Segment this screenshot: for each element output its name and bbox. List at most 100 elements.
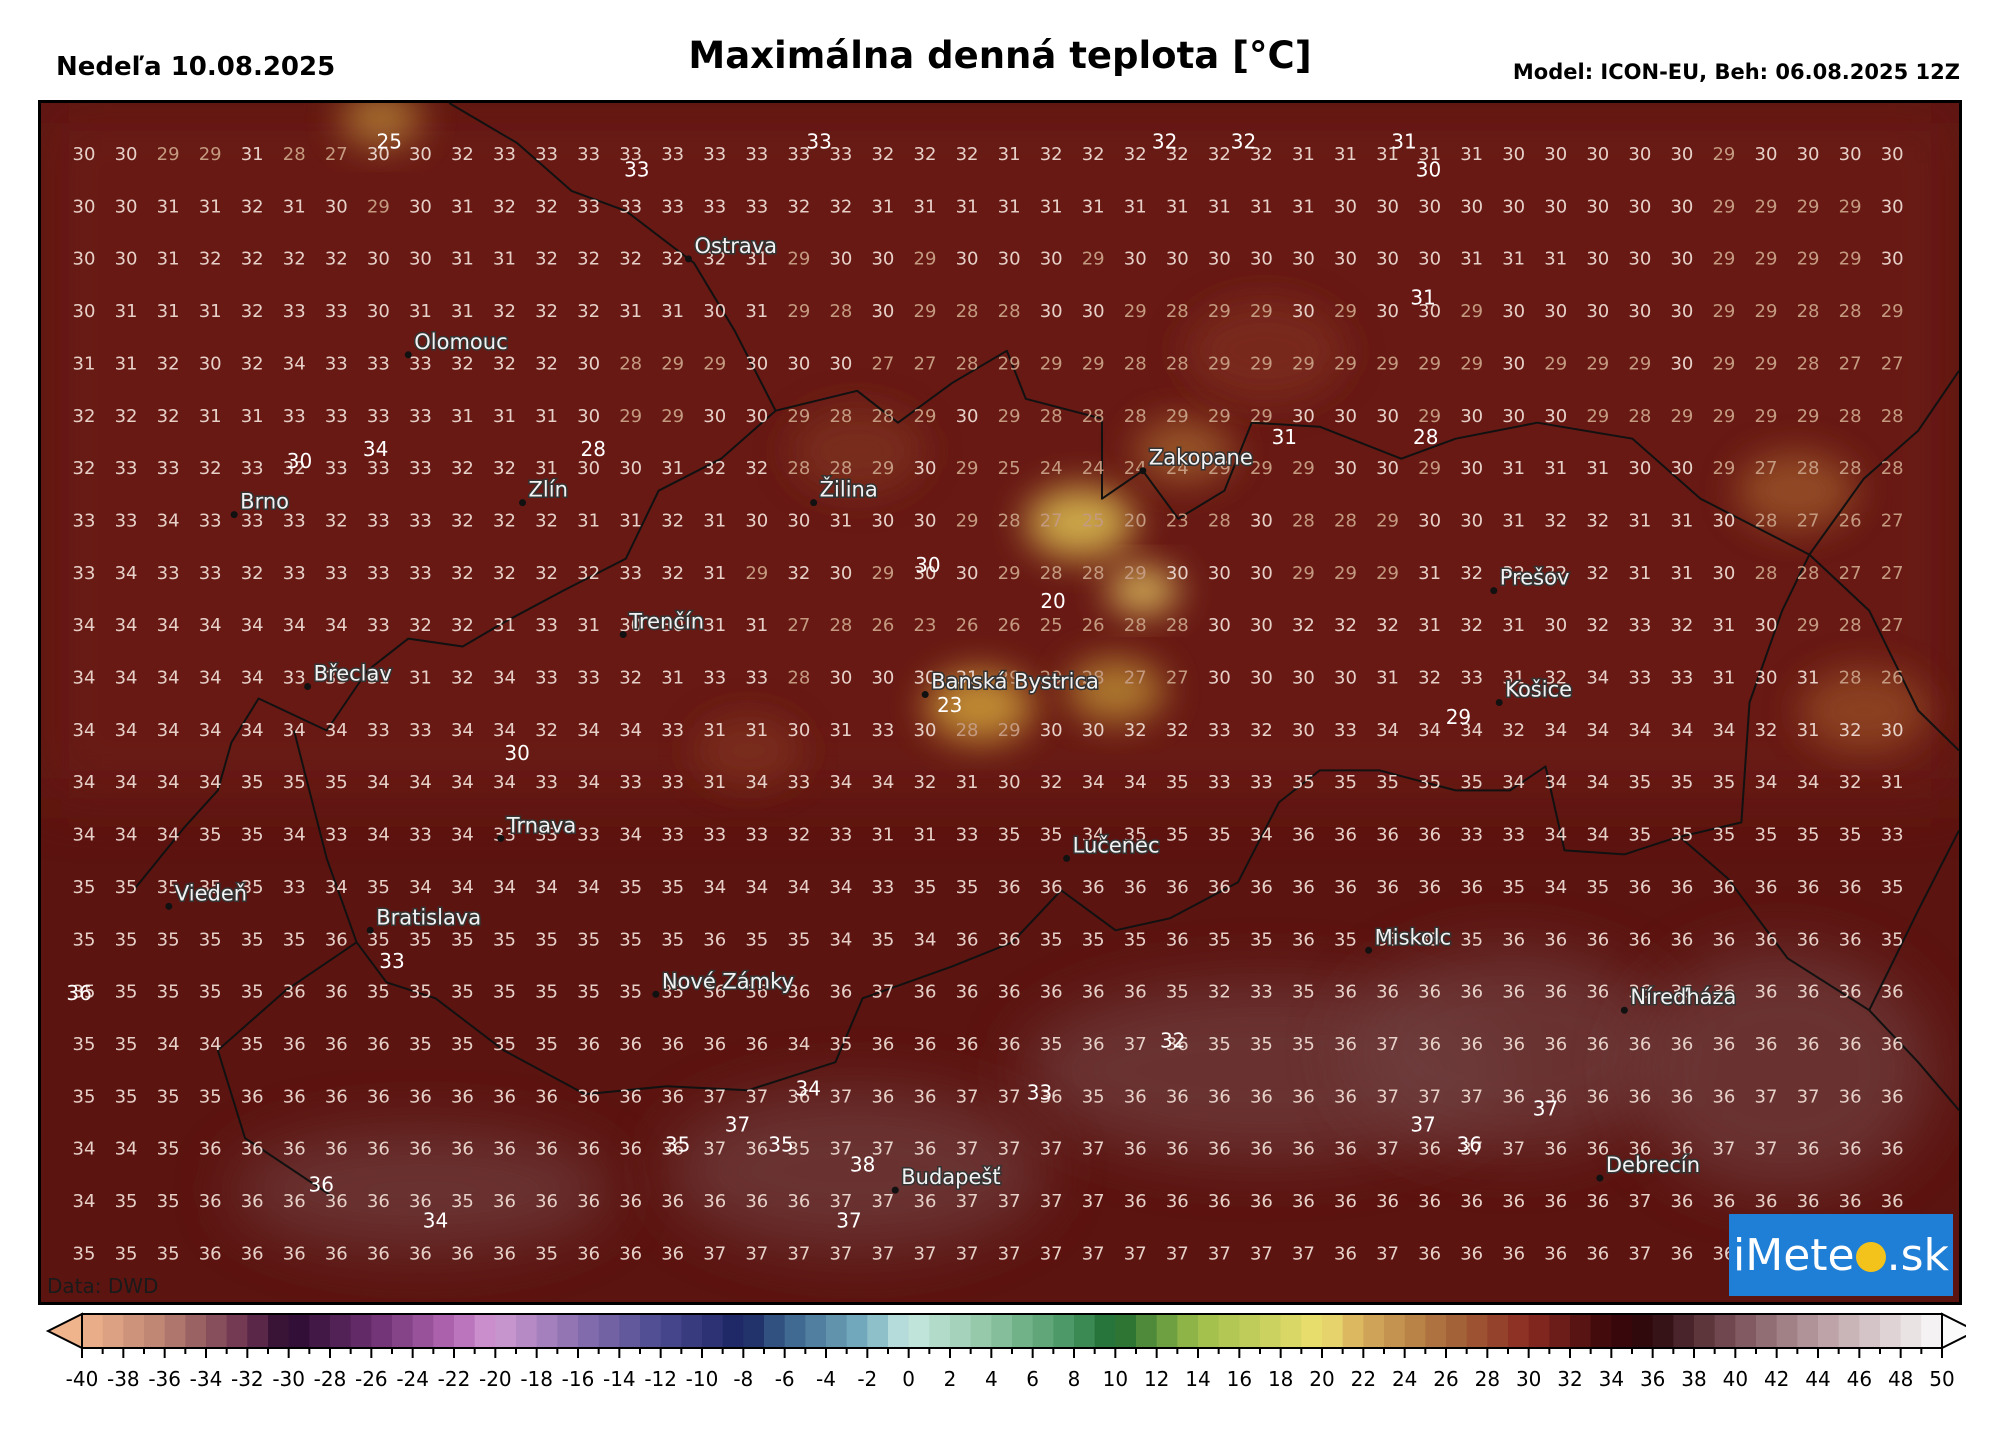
grid-temperature-value: 33	[535, 668, 558, 689]
colorbar-tick-label: 16	[1227, 1367, 1252, 1391]
city-marker[interactable]: Zlín	[519, 476, 569, 507]
grid-temperature-value: 30	[1376, 301, 1399, 322]
grid-temperature-value: 32	[451, 353, 474, 374]
city-marker[interactable]: Nové Zámky	[652, 968, 795, 998]
grid-temperature-value: 32	[1250, 144, 1273, 165]
colorbar-segment	[991, 1314, 1013, 1348]
grid-temperature-value: 36	[1040, 877, 1063, 898]
grid-temperature-value: 36	[1124, 877, 1147, 898]
colorbar-segment	[1115, 1314, 1137, 1348]
model-info: Model: ICON-EU, Beh: 06.08.2025 12Z	[1512, 60, 1960, 84]
grid-temperature-value: 36	[1670, 1243, 1693, 1264]
extreme-temperature-label: 37	[725, 1113, 750, 1137]
grid-temperature-value: 34	[619, 720, 642, 741]
colorbar-segment	[1611, 1314, 1633, 1348]
extreme-temperature-label: 31	[1391, 129, 1416, 153]
grid-temperature-value: 33	[871, 720, 894, 741]
grid-temperature-value: 32	[451, 144, 474, 165]
colorbar-segment	[846, 1314, 868, 1348]
city-marker[interactable]: Trnava	[497, 812, 578, 842]
grid-temperature-value: 35	[535, 929, 558, 950]
grid-temperature-value: 32	[73, 458, 96, 479]
city-marker[interactable]: Viedeň	[165, 880, 249, 910]
grid-temperature-value: 35	[1881, 929, 1904, 950]
grid-temperature-value: 37	[998, 1243, 1021, 1264]
grid-temperature-value: 29	[787, 249, 810, 270]
city-marker[interactable]: Olomouc	[404, 328, 509, 359]
grid-temperature-value: 36	[1670, 982, 1693, 1003]
colorbar-tick-label: 6	[1026, 1367, 1039, 1391]
grid-temperature-value: 34	[1544, 825, 1567, 846]
grid-temperature-value: 33	[745, 668, 768, 689]
grid-temperature-value: 36	[1250, 1086, 1273, 1107]
grid-temperature-value: 36	[914, 1034, 937, 1055]
grid-temperature-value: 30	[1250, 249, 1273, 270]
grid-temperature-value: 36	[1334, 825, 1357, 846]
city-marker[interactable]: Lučenec	[1063, 832, 1161, 862]
grid-temperature-value: 29	[1376, 353, 1399, 374]
city-marker[interactable]: Zakopane	[1139, 444, 1254, 475]
grid-temperature-value: 36	[1586, 1086, 1609, 1107]
grid-temperature-value: 33	[409, 458, 432, 479]
grid-temperature-value: 35	[157, 929, 180, 950]
city-label: Nové Zámky	[662, 969, 794, 993]
grid-temperature-value: 30	[409, 144, 432, 165]
grid-temperature-value: 32	[1544, 563, 1567, 584]
grid-temperature-value: 36	[1166, 1139, 1189, 1160]
grid-temperature-value: 36	[1712, 877, 1735, 898]
city-marker[interactable]: Budapešť	[891, 1164, 1002, 1194]
city-marker[interactable]: Debrecín	[1596, 1152, 1702, 1182]
city-marker[interactable]: Prešov	[1490, 564, 1571, 595]
grid-temperature-value: 36	[1712, 929, 1735, 950]
grid-temperature-value: 36	[745, 1191, 768, 1212]
grid-temperature-value: 35	[451, 982, 474, 1003]
temperature-map[interactable]: 30 30 29 29 31 28 27 30 30 32 33 33 33 33 33 33 33 33 33 32…	[38, 100, 1962, 1305]
city-marker[interactable]: Břeclav	[304, 660, 393, 691]
grid-temperature-value: 30	[1881, 144, 1904, 165]
city-marker[interactable]: Trenčín	[619, 608, 706, 639]
grid-temperature-value: 32	[451, 615, 474, 636]
grid-temperature-value: 33	[787, 144, 810, 165]
city-dot-icon	[497, 834, 505, 842]
city-dot-icon	[810, 499, 818, 507]
grid-temperature-value: 33	[73, 510, 96, 531]
extreme-temperature-label: 37	[1533, 1097, 1558, 1121]
grid-temperature-value: 33	[241, 510, 264, 531]
grid-temperature-value: 34	[73, 1191, 96, 1212]
colorbar-segment	[185, 1314, 207, 1348]
colorbar-tick-label: 28	[1475, 1367, 1500, 1391]
colorbar-segment	[1446, 1314, 1468, 1348]
city-marker[interactable]: Žilina	[810, 475, 879, 507]
city-marker[interactable]: Banská Bystrica	[921, 668, 1100, 699]
grid-temperature-value: 36	[367, 1086, 390, 1107]
city-marker[interactable]: Bratislava	[366, 904, 483, 934]
grid-temperature-value: 30	[871, 510, 894, 531]
grid-temperature-value: 35	[1334, 772, 1357, 793]
grid-temperature-value: 32	[157, 353, 180, 374]
grid-temperature-value: 28	[1839, 615, 1862, 636]
grid-temperature-value: 32	[661, 563, 684, 584]
grid-temperature-value: 35	[283, 772, 306, 793]
grid-temperature-value: 31	[1712, 615, 1735, 636]
colorbar-tick-label: -16	[562, 1367, 595, 1391]
city-marker[interactable]: Níreďháza	[1620, 984, 1738, 1014]
imeteo-logo[interactable]: iMete .sk	[1729, 1214, 1953, 1296]
grid-temperature-value: 31	[1292, 196, 1315, 217]
grid-temperature-value: 36	[1376, 1191, 1399, 1212]
grid-temperature-value: 36	[1502, 1191, 1525, 1212]
grid-temperature-value: 36	[1839, 1139, 1862, 1160]
grid-temperature-value: 30	[1250, 563, 1273, 584]
colorbar-min-arrow	[45, 1312, 83, 1350]
city-marker[interactable]: Miskolc	[1365, 924, 1453, 954]
city-marker[interactable]: Ostrava	[684, 232, 779, 263]
extreme-temperature-label: 32	[1160, 1029, 1185, 1053]
grid-temperature-value: 35	[871, 929, 894, 950]
grid-temperature-value: 30	[1670, 458, 1693, 479]
city-marker[interactable]: Brno	[230, 488, 291, 519]
grid-temperature-value: 31	[956, 772, 979, 793]
city-label: Trnava	[506, 813, 576, 837]
grid-temperature-value: 29	[1755, 406, 1778, 427]
city-marker[interactable]: Košice	[1495, 676, 1574, 707]
grid-temperature-value: 34	[577, 720, 600, 741]
grid-temperature-value: 27	[325, 144, 348, 165]
